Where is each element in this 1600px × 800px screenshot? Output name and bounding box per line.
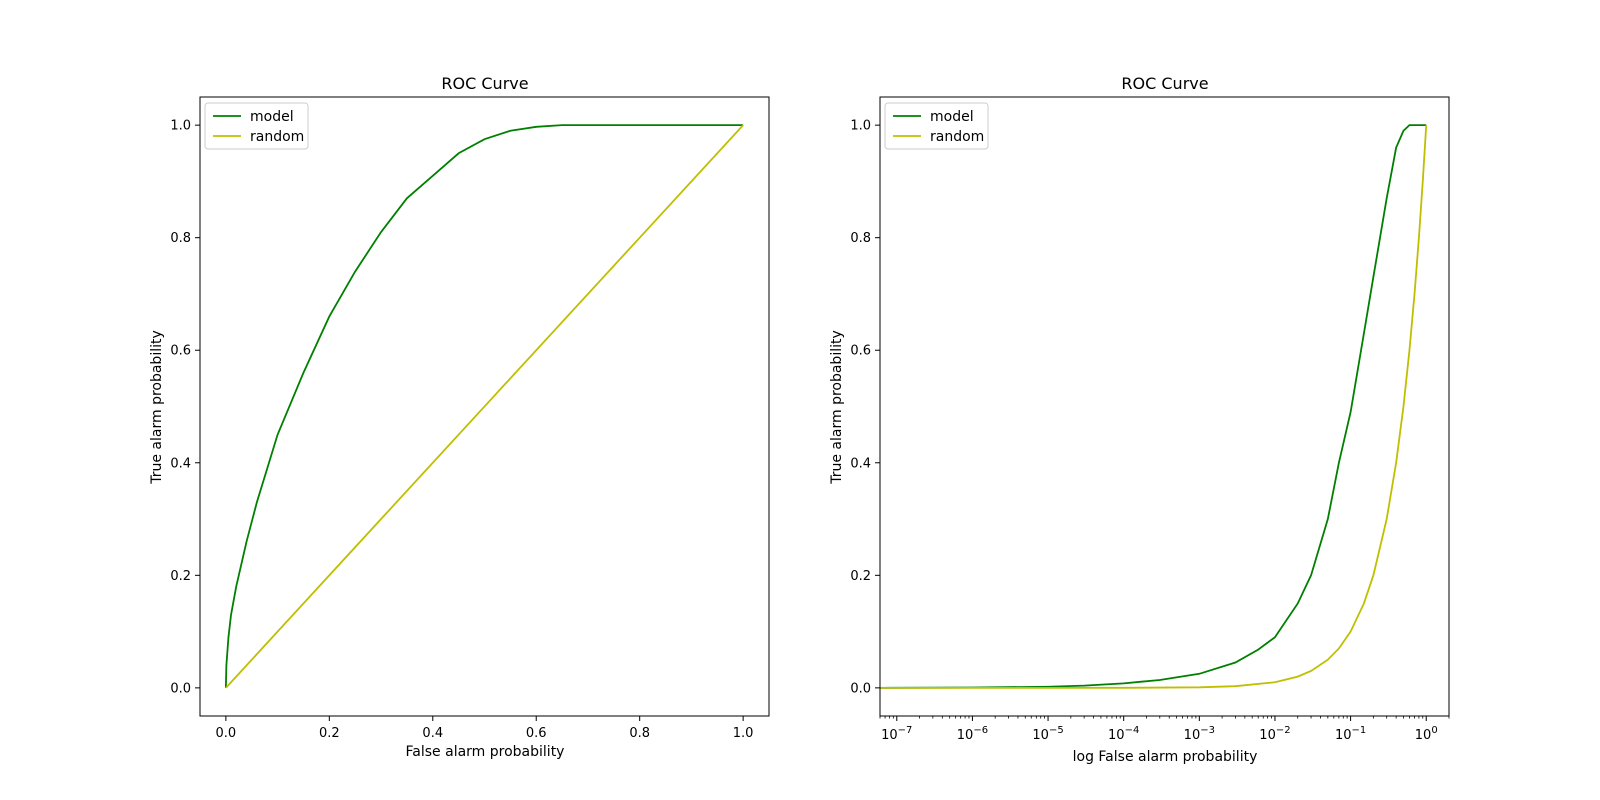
y-tick-label: 0.8	[850, 231, 871, 246]
series-line-random	[880, 125, 1428, 689]
axes-frame	[199, 96, 770, 717]
series-line-model	[880, 124, 1427, 689]
legend: model random	[204, 102, 309, 150]
tick-exponent: −4	[1125, 725, 1140, 736]
legend-label-random: random	[930, 129, 984, 145]
y-tick-label: 1.0	[850, 119, 871, 134]
y-tick-label: 0.0	[850, 681, 871, 696]
legend-label-model: model	[250, 109, 294, 125]
tick-base: 10	[957, 728, 974, 743]
x-tick-label: 10−4	[1108, 725, 1139, 743]
x-axis-label: log False alarm probability	[1073, 749, 1258, 765]
x-tick-label: 0.6	[526, 726, 547, 741]
legend-box	[204, 102, 309, 150]
tick-base: 10	[1184, 728, 1201, 743]
tick-exponent: −6	[973, 725, 988, 736]
y-tick-label: 0.6	[170, 344, 191, 359]
y-tick-label: 0.0	[170, 681, 191, 696]
x-tick-label: 10−7	[881, 725, 912, 743]
x-tick-label: 0.4	[422, 726, 443, 741]
tick-base: 10	[1032, 728, 1049, 743]
y-tick-label: 0.4	[170, 456, 191, 471]
tick-exponent: −3	[1200, 725, 1215, 736]
roc-linear-panel: ROC Curve False alarm probability True a…	[149, 74, 770, 760]
legend-box	[884, 102, 989, 150]
x-tick-label: 10−6	[957, 725, 988, 743]
tick-base: 10	[1108, 728, 1125, 743]
x-tick-label: 0.2	[319, 726, 340, 741]
legend-label-model: model	[930, 109, 974, 125]
y-tick-label: 0.6	[850, 344, 871, 359]
y-axis-label: True alarm probability	[149, 330, 165, 485]
tick-exponent: −5	[1049, 725, 1064, 736]
x-tick-label: 10−5	[1032, 725, 1063, 743]
tick-base: 10	[1259, 728, 1276, 743]
x-tick-label: 10−3	[1184, 725, 1215, 743]
y-tick-label: 0.2	[170, 569, 191, 584]
series-line-random	[225, 124, 744, 689]
x-tick-label: 0.8	[629, 726, 650, 741]
x-tick-label: 0.0	[216, 726, 237, 741]
x-axis-label: False alarm probability	[406, 744, 565, 760]
x-tick-label: 10−1	[1335, 725, 1366, 743]
legend-label-random: random	[250, 129, 304, 145]
series-line-model	[224, 124, 744, 688]
tick-exponent: −2	[1276, 725, 1291, 736]
tick-exponent: −1	[1351, 725, 1366, 736]
tick-exponent: −7	[898, 725, 913, 736]
legend: model random	[884, 102, 989, 150]
chart-title: ROC Curve	[441, 74, 528, 93]
chart-title: ROC Curve	[1121, 74, 1208, 93]
y-tick-label: 0.4	[850, 456, 871, 471]
x-tick-label: 10−2	[1259, 725, 1290, 743]
axes-frame	[879, 96, 1450, 717]
y-tick-label: 1.0	[170, 119, 191, 134]
y-tick-label: 0.8	[170, 231, 191, 246]
roc-log-panel: ROC Curve log False alarm probability Tr…	[829, 74, 1450, 765]
tick-base: 10	[881, 728, 898, 743]
x-tick-label: 100	[1415, 725, 1438, 743]
tick-base: 10	[1335, 728, 1352, 743]
y-axis-label: True alarm probability	[829, 330, 845, 485]
tick-exponent: 0	[1431, 725, 1437, 736]
y-tick-label: 0.2	[850, 569, 871, 584]
tick-base: 10	[1415, 728, 1432, 743]
x-tick-label: 1.0	[733, 726, 754, 741]
